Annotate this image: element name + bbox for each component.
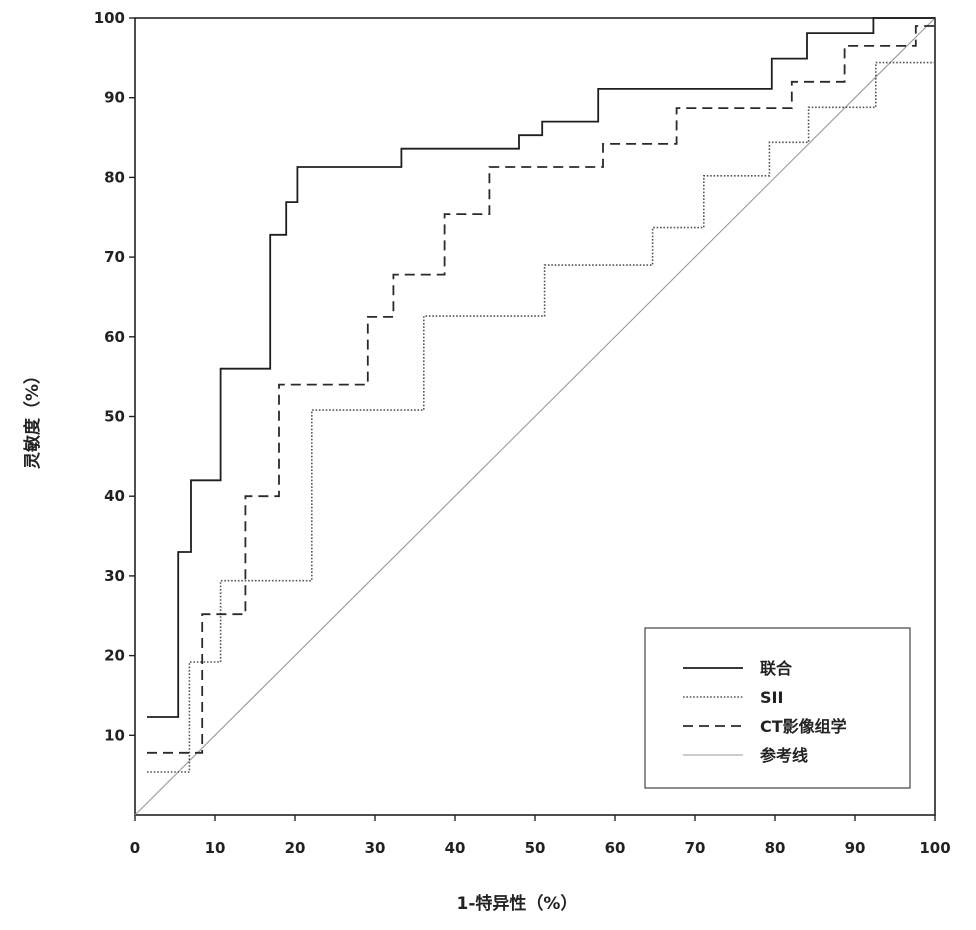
x-tick-label: 20	[285, 839, 306, 857]
y-tick-label: 60	[104, 328, 125, 346]
y-tick-label: 90	[104, 89, 125, 107]
x-tick-label: 40	[445, 839, 466, 857]
x-tick-label: 10	[205, 839, 226, 857]
series-line-4	[134, 17, 936, 816]
y-tick-label: 80	[104, 168, 125, 186]
legend-label-2: SII	[760, 688, 783, 707]
y-tick-label: 70	[104, 248, 125, 266]
y-axis-ticks: 10 20 30 40 50 60 70 80 90 100	[94, 9, 135, 744]
x-tick-label: 0	[130, 839, 140, 857]
y-tick-label: 50	[104, 408, 125, 426]
x-axis-ticks: 0 10 20 30 40 50 60 70 80 90 100	[130, 815, 951, 857]
x-axis-title: 1-特异性（%）	[457, 893, 578, 914]
y-tick-label: 40	[104, 487, 125, 505]
x-tick-label: 30	[365, 839, 386, 857]
legend-box	[644, 627, 911, 789]
x-tick-label: 50	[525, 839, 546, 857]
x-tick-label: 100	[919, 839, 950, 857]
y-tick-label: 20	[104, 647, 125, 665]
x-tick-label: 70	[685, 839, 706, 857]
x-tick-label: 60	[605, 839, 626, 857]
x-tick-label: 90	[845, 839, 866, 857]
y-axis-title: 灵敏度（%）	[22, 367, 43, 469]
series-line-1	[147, 17, 935, 718]
y-tick-label: 30	[104, 567, 125, 585]
legend-label-4: 参考线	[760, 746, 808, 765]
legend-label-3: CT影像组学	[760, 717, 847, 736]
x-tick-label: 80	[765, 839, 786, 857]
y-tick-label: 10	[104, 726, 125, 744]
series-layer	[134, 17, 936, 816]
y-tick-label: 100	[94, 9, 125, 27]
legend-label-1: 联合	[760, 659, 793, 678]
series-line-3	[147, 25, 935, 754]
